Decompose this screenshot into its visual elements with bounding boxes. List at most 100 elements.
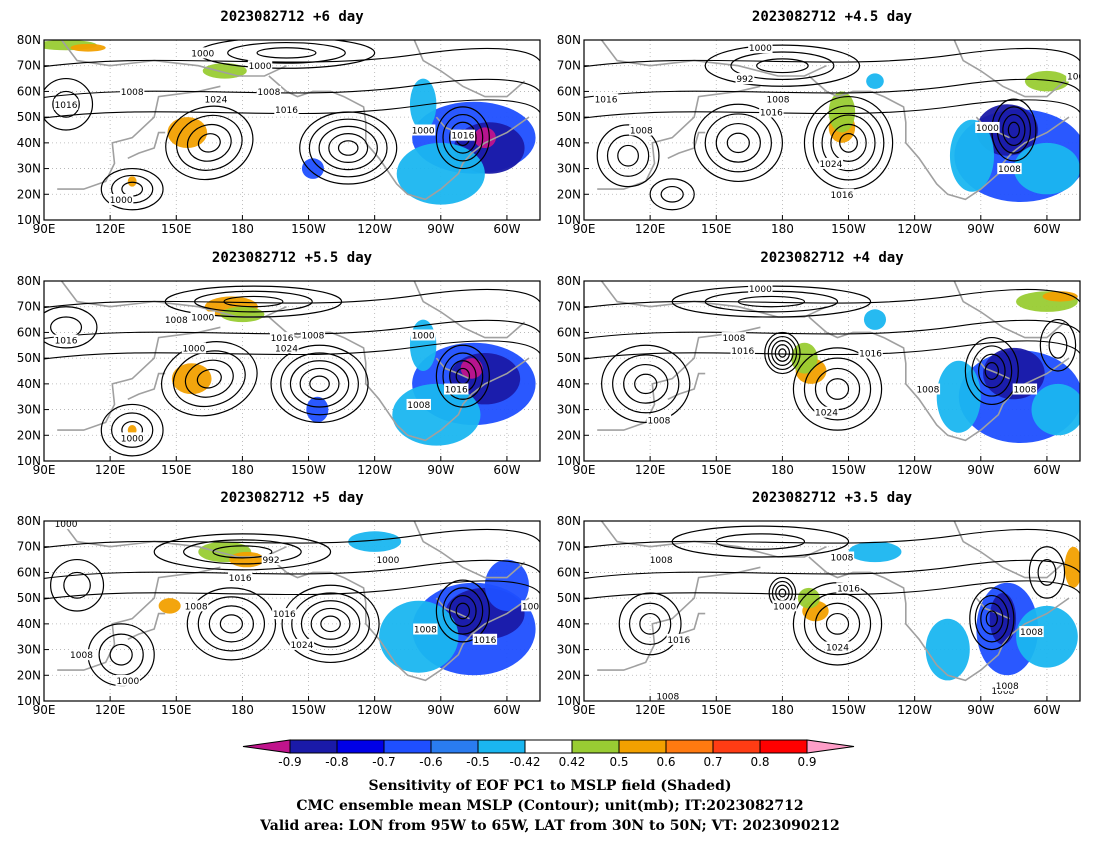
mslp-contour xyxy=(977,353,1006,389)
panel-title-1: 2023082712 +6 day xyxy=(220,9,364,25)
contour-label-bg xyxy=(69,649,94,661)
sensitivity-patch xyxy=(229,551,265,568)
contour-label-bg xyxy=(183,600,209,612)
mslp-contour xyxy=(63,571,91,599)
x-tick-label: 90E xyxy=(573,703,596,717)
contour-label: 100 xyxy=(1067,73,1084,83)
contour-label: 1000 xyxy=(976,124,999,134)
contour-label-bg xyxy=(119,85,145,97)
contour-label: 1016 xyxy=(473,636,496,646)
mslp-contour xyxy=(98,633,144,676)
mslp-contour xyxy=(435,106,490,170)
contour-label: 1008 xyxy=(998,165,1021,175)
x-tick-label: 180 xyxy=(231,222,254,236)
y-tick-label: 20N xyxy=(17,668,41,682)
contour-label: 1008 xyxy=(185,602,208,612)
x-tick-label: 120E xyxy=(95,222,126,236)
y-tick-label: 60N xyxy=(557,325,581,339)
mslp-contour xyxy=(812,105,885,181)
sensitivity-patch xyxy=(379,600,459,673)
x-tick-label: 120W xyxy=(357,222,392,236)
x-tick-label: 150W xyxy=(291,463,326,477)
contour-label: 1016 xyxy=(595,96,618,106)
x-tick-label: 150W xyxy=(831,463,866,477)
contour-label: 1000 xyxy=(191,314,214,324)
sensitivity-patch xyxy=(1013,142,1080,195)
coastline xyxy=(435,357,470,380)
mslp-contour xyxy=(774,344,791,362)
mslp-contour xyxy=(1007,121,1020,139)
contour-label: 1008 xyxy=(767,96,790,106)
y-tick-label: 70N xyxy=(17,540,41,554)
mslp-contour xyxy=(596,124,660,188)
mslp-contour xyxy=(704,44,861,87)
contour-label: 1016 xyxy=(275,106,298,116)
y-tick-label: 50N xyxy=(557,110,581,124)
colorbar-tick-label: 0.6 xyxy=(656,755,675,769)
coastline xyxy=(57,85,221,190)
mslp-contour xyxy=(1002,113,1026,147)
coastline xyxy=(60,521,287,558)
colorbar-swatch xyxy=(289,739,338,754)
mslp-contour xyxy=(825,378,850,400)
mslp-contour xyxy=(184,359,234,398)
mslp-contour xyxy=(584,47,1080,68)
mslp-contour xyxy=(197,596,266,652)
x-tick-label: 150W xyxy=(831,703,866,717)
contour-label-bg xyxy=(53,334,79,346)
y-tick-label: 70N xyxy=(557,300,581,314)
contour-label: 1008 xyxy=(630,127,653,137)
contour-label: 1016 xyxy=(731,347,754,357)
coastline xyxy=(127,131,166,160)
mslp-contour xyxy=(830,123,867,162)
panel-title-3: 2023082712 +5.5 day xyxy=(212,250,373,266)
mslp-contour xyxy=(289,360,350,408)
coastline xyxy=(268,556,530,682)
contour-label: 1008 xyxy=(522,602,545,612)
contour-label: 1008 xyxy=(996,682,1019,692)
mslp-contour xyxy=(44,288,540,309)
sensitivity-patch xyxy=(460,358,483,379)
y-tick-label: 10N xyxy=(17,454,41,468)
colorbar-tick-label: -0.5 xyxy=(466,755,489,769)
figure-captions: Sensitivity of EOF PC1 to MSLP field (Sh… xyxy=(0,776,1100,836)
mslp-contour xyxy=(176,114,243,171)
coastline xyxy=(808,75,1070,201)
mslp-contour xyxy=(584,340,1080,360)
map-panel-4: 1000 1008 1016 1016 1008 1024 1008 1008 90E 120E 1… xyxy=(557,274,1081,477)
contour-label: 1024 xyxy=(275,344,298,354)
mslp-contour xyxy=(44,580,540,600)
mslp-contour xyxy=(212,545,273,559)
y-tick-label: 60N xyxy=(17,565,41,579)
colorbar-tick-label: 0.42 xyxy=(559,755,586,769)
coastline xyxy=(60,40,287,77)
y-tick-label: 10N xyxy=(557,694,581,708)
sensitivity-patch xyxy=(949,119,995,192)
mslp-contour xyxy=(52,90,80,118)
mslp-contour xyxy=(814,367,861,411)
coastline xyxy=(268,75,530,201)
sensitivity-patch xyxy=(925,618,970,681)
contour-label: 1024 xyxy=(204,96,227,106)
x-tick-label: 90E xyxy=(33,222,56,236)
y-tick-label: 80N xyxy=(557,33,581,47)
contour-label-bg xyxy=(1019,626,1044,638)
mslp-contour xyxy=(693,103,784,183)
panel-frame xyxy=(43,280,541,462)
sensitivity-patch xyxy=(306,396,329,423)
contour-label-bg xyxy=(829,188,855,200)
contour-label-bg xyxy=(108,193,134,205)
x-tick-label: 120E xyxy=(635,463,666,477)
y-tick-label: 50N xyxy=(557,351,581,365)
sensitivity-patch xyxy=(797,587,820,609)
mslp-contour xyxy=(455,602,471,620)
y-tick-label: 60N xyxy=(557,84,581,98)
y-tick-label: 20N xyxy=(557,187,581,201)
y-tick-label: 10N xyxy=(557,454,581,468)
contour-label: 1008 xyxy=(1020,628,1043,638)
y-tick-label: 70N xyxy=(557,59,581,73)
panel-frame xyxy=(583,520,1081,702)
mslp-contour xyxy=(320,615,341,633)
coastline xyxy=(667,372,706,401)
panel-frame xyxy=(43,520,541,702)
